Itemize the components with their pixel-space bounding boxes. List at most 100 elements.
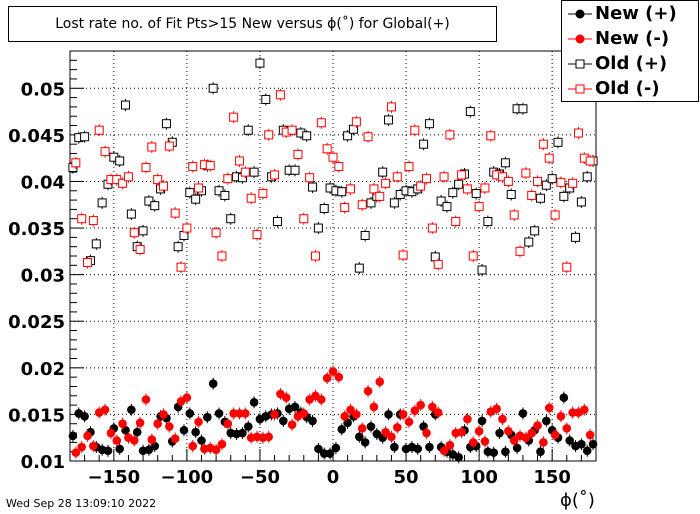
data-point — [539, 438, 548, 447]
data-point — [310, 251, 320, 261]
data-point — [576, 197, 586, 207]
data-point — [217, 251, 227, 261]
data-point — [386, 102, 396, 112]
data-point — [474, 202, 484, 212]
data-point — [346, 184, 356, 194]
chart-title: Lost rate no. of Fit Pts>15 New versus ϕ… — [8, 6, 497, 42]
data-point — [512, 443, 522, 453]
data-point — [112, 436, 122, 445]
data-point — [115, 444, 124, 454]
x-tick-label: −150 — [88, 467, 141, 488]
data-point — [159, 181, 169, 191]
data-point — [521, 168, 531, 178]
data-point — [410, 125, 420, 135]
data-point — [290, 165, 300, 175]
data-point — [521, 433, 531, 443]
data-point — [390, 442, 399, 452]
data-point — [389, 198, 399, 208]
y-tick-label: 0.015 — [8, 405, 65, 426]
data-point — [433, 408, 443, 417]
data-point — [97, 198, 107, 208]
series-0 — [68, 377, 598, 464]
data-point — [153, 419, 162, 429]
data-point — [573, 128, 583, 138]
series-1 — [71, 365, 595, 459]
data-point — [480, 183, 490, 193]
data-point — [281, 393, 291, 402]
data-point — [495, 428, 504, 438]
data-point — [363, 132, 373, 142]
data-point — [129, 228, 139, 238]
data-point — [121, 425, 130, 435]
data-point — [366, 422, 376, 431]
data-point — [535, 193, 545, 203]
data-point — [457, 427, 466, 437]
data-point — [343, 418, 352, 428]
data-point — [214, 186, 224, 196]
data-point — [121, 100, 131, 110]
data-point — [208, 83, 218, 93]
data-point — [497, 172, 507, 182]
data-point — [77, 214, 87, 224]
data-point — [381, 427, 390, 437]
data-point — [454, 179, 464, 189]
data-point — [530, 226, 540, 236]
data-point — [463, 414, 472, 424]
data-point — [185, 409, 195, 418]
timestamp: Wed Sep 28 13:09:10 2022 — [6, 497, 157, 510]
data-point — [492, 404, 501, 414]
data-point — [197, 436, 206, 445]
data-point — [89, 441, 98, 451]
ticks-layer: −150 −100 −50 0 50 100 150 0.01 0.015 0.02 0.025 0.… — [8, 50, 597, 488]
legend-item-new-minus: New (-) — [562, 27, 698, 51]
data-point — [509, 436, 519, 445]
data-point — [509, 210, 519, 220]
legend: New (+) New (-) Old (+) Old (-) — [561, 0, 699, 102]
data-point — [465, 107, 475, 117]
data-point — [451, 217, 461, 227]
y-tick-label: 0.035 — [8, 219, 65, 240]
data-point — [445, 130, 455, 140]
data-point — [185, 188, 195, 198]
data-point — [302, 131, 312, 141]
data-point — [331, 443, 341, 453]
data-point — [135, 418, 145, 428]
data-point — [585, 430, 595, 440]
data-point — [416, 400, 425, 410]
data-point — [188, 441, 198, 451]
data-point — [123, 172, 133, 182]
legend-label-new-minus: New (-) — [595, 28, 670, 49]
legend-marker-old-minus — [568, 84, 592, 94]
data-point — [477, 416, 487, 426]
data-point — [404, 162, 414, 172]
x-tick-label: −100 — [161, 467, 214, 488]
data-point — [448, 188, 458, 198]
x-tick-label: 50 — [394, 467, 419, 488]
data-point — [249, 397, 259, 407]
data-point — [424, 119, 434, 129]
y-tick-label: 0.04 — [21, 172, 65, 193]
data-point — [94, 125, 104, 135]
data-point — [428, 402, 437, 412]
legend-item-new-plus: New (+) — [562, 2, 698, 26]
y-tick-label: 0.03 — [21, 266, 65, 287]
data-point — [161, 119, 171, 129]
data-point — [486, 131, 496, 141]
data-point — [191, 194, 201, 204]
data-point — [287, 420, 297, 429]
data-point — [317, 395, 326, 404]
data-point — [404, 417, 414, 427]
data-point — [468, 251, 478, 261]
data-point — [208, 379, 218, 388]
data-point — [314, 444, 323, 454]
data-point — [351, 117, 361, 127]
data-point — [88, 216, 98, 226]
legend-item-old-minus: Old (-) — [562, 77, 698, 101]
data-point — [243, 422, 253, 431]
data-point — [556, 177, 566, 187]
series-3 — [71, 88, 595, 274]
data-point — [68, 431, 78, 441]
data-point — [258, 189, 268, 199]
data-point — [544, 153, 554, 163]
data-point — [582, 446, 592, 456]
